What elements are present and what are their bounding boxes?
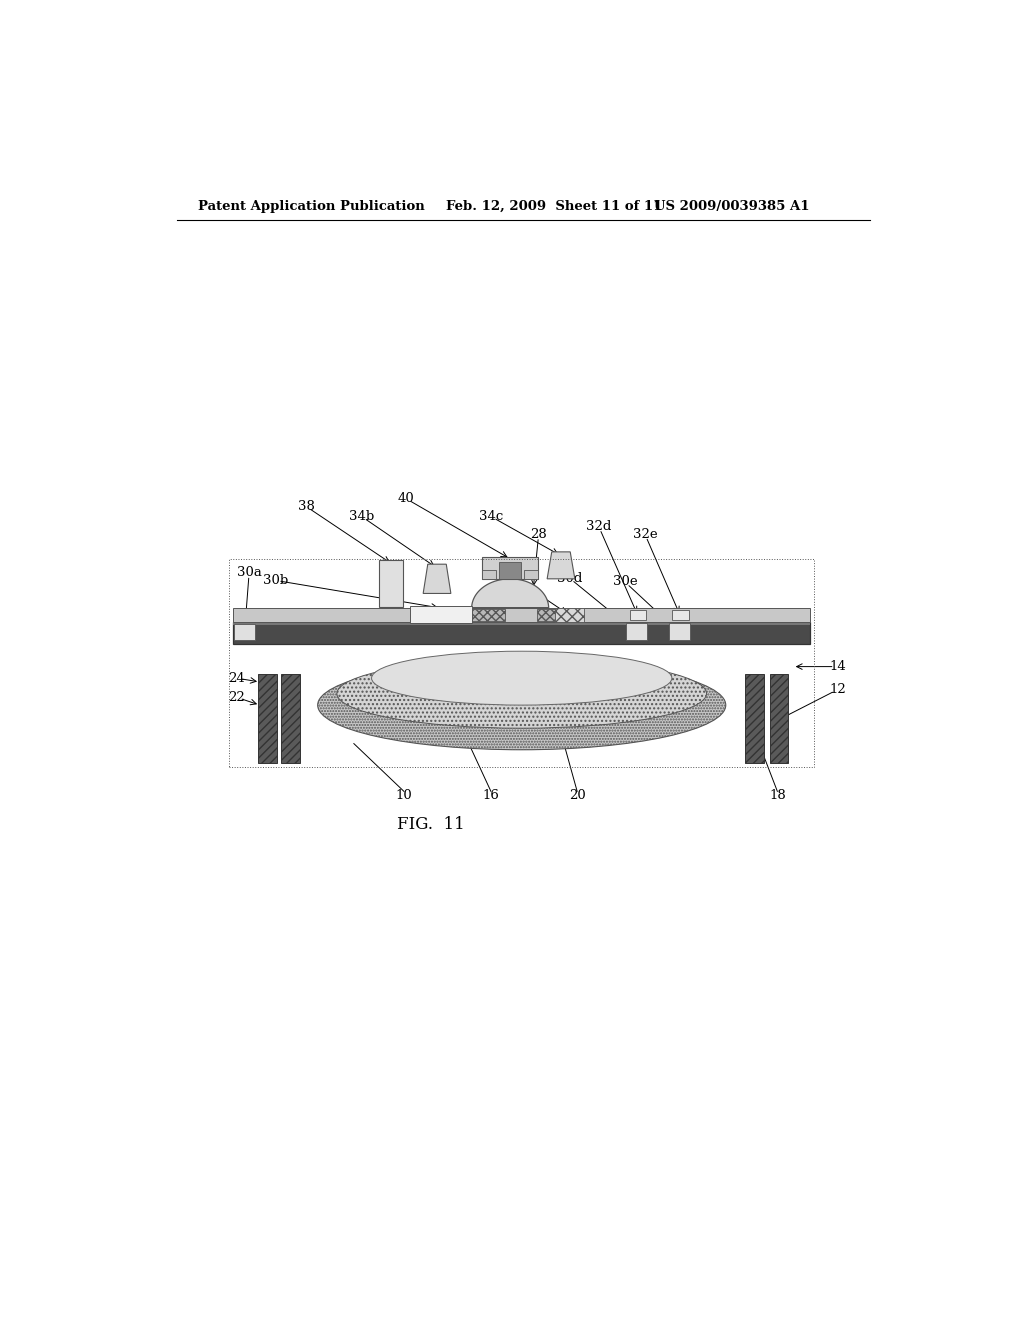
Bar — [538, 609, 584, 622]
Text: 30d: 30d — [557, 572, 583, 585]
Bar — [229, 558, 814, 767]
Polygon shape — [472, 579, 549, 609]
Bar — [282, 675, 300, 763]
Bar — [233, 622, 810, 626]
Bar — [745, 675, 764, 763]
Text: 30a: 30a — [237, 566, 261, 579]
Text: 38: 38 — [298, 500, 314, 513]
Bar — [626, 623, 647, 640]
Polygon shape — [423, 564, 451, 594]
Text: 32e: 32e — [633, 528, 657, 541]
Text: 28: 28 — [530, 528, 547, 541]
Bar — [258, 675, 276, 763]
Bar — [447, 609, 505, 622]
Bar — [555, 609, 584, 622]
Text: 30b: 30b — [263, 574, 288, 587]
Text: 18: 18 — [769, 789, 785, 803]
Text: 10: 10 — [395, 789, 413, 803]
Bar — [233, 609, 810, 622]
Ellipse shape — [337, 659, 707, 729]
Text: 12: 12 — [829, 684, 846, 696]
Text: 40: 40 — [398, 492, 415, 506]
Text: US 2009/0039385 A1: US 2009/0039385 A1 — [654, 199, 810, 213]
Text: 32d: 32d — [586, 520, 611, 533]
Text: 30c: 30c — [495, 566, 518, 579]
Ellipse shape — [317, 660, 726, 750]
Text: 34c: 34c — [479, 510, 503, 523]
Bar — [482, 557, 538, 579]
Ellipse shape — [372, 651, 672, 705]
Bar — [482, 570, 497, 579]
Bar — [669, 623, 690, 640]
Text: 16: 16 — [482, 789, 500, 803]
Text: Patent Application Publication: Patent Application Publication — [199, 199, 425, 213]
Bar — [672, 610, 689, 620]
Bar — [500, 562, 521, 579]
Bar — [379, 561, 403, 607]
Text: 34b: 34b — [349, 510, 374, 523]
Text: 30e: 30e — [612, 576, 637, 589]
Text: 14: 14 — [829, 660, 846, 673]
Text: 26: 26 — [240, 620, 256, 634]
Text: Feb. 12, 2009  Sheet 11 of 11: Feb. 12, 2009 Sheet 11 of 11 — [446, 199, 663, 213]
Bar — [524, 570, 538, 579]
Text: 22: 22 — [228, 690, 245, 704]
Bar — [410, 606, 472, 623]
Text: 24: 24 — [228, 672, 245, 685]
Bar — [233, 622, 810, 644]
Bar — [770, 675, 788, 763]
Text: 20: 20 — [568, 789, 586, 803]
Bar — [630, 610, 646, 620]
Bar — [233, 624, 255, 640]
Polygon shape — [547, 552, 574, 579]
Text: FIG.  11: FIG. 11 — [397, 816, 465, 833]
